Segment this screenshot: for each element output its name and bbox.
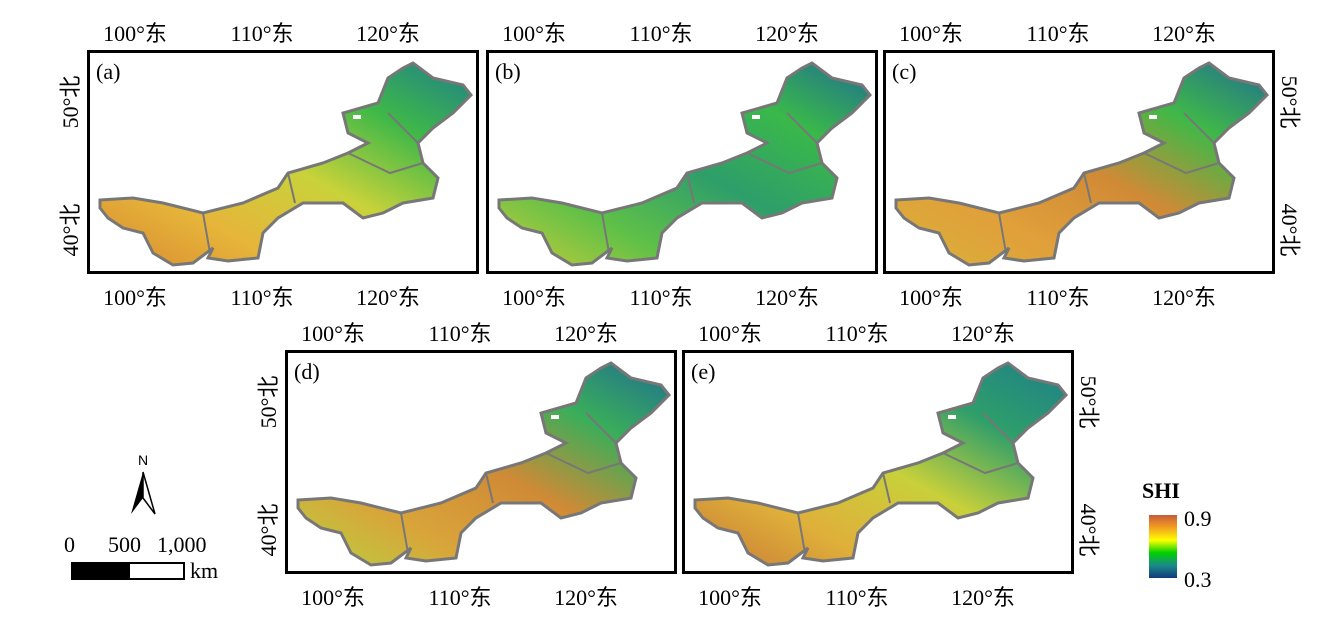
latitude-label: 50°北 <box>1076 375 1101 429</box>
inner-mongolia-region <box>894 61 1270 267</box>
north-arrow-icon <box>131 471 156 515</box>
region-boundary <box>202 212 211 254</box>
scale-bar <box>71 562 185 580</box>
legend-title: SHI <box>1142 478 1180 503</box>
map-panel-c: (c) <box>883 50 1275 274</box>
inner-mongolia-region <box>296 361 672 567</box>
region-boundary <box>545 452 622 475</box>
scale-tick-0: 0 <box>64 532 75 557</box>
longitude-label: 100°东 <box>698 321 762 346</box>
longitude-label: 120°东 <box>755 285 819 310</box>
longitude-label: 120°东 <box>356 285 420 310</box>
region-boundary <box>686 172 695 204</box>
lake-marker <box>353 115 361 119</box>
longitude-label: 110°东 <box>1026 285 1090 310</box>
longitude-label: 120°东 <box>1152 21 1216 46</box>
region-boundary <box>998 212 1007 254</box>
inner-mongolia-region <box>693 361 1069 567</box>
region-boundary <box>746 152 823 175</box>
lake-marker <box>948 415 956 419</box>
latitude-label: 40°北 <box>1277 203 1302 257</box>
region-boundary <box>882 472 891 504</box>
region-boundary <box>982 412 1014 444</box>
longitude-label: 110°东 <box>230 21 294 46</box>
panel-label: (d) <box>294 359 320 384</box>
region-boundary <box>485 472 494 504</box>
region-boundary <box>387 112 419 144</box>
longitude-label: 100°东 <box>502 285 566 310</box>
map-panel-d: (d) <box>285 350 677 574</box>
longitude-label: 120°东 <box>554 585 618 610</box>
longitude-label: 100°东 <box>899 21 963 46</box>
latitude-label: 40°北 <box>1076 503 1101 557</box>
region-boundary <box>601 212 610 254</box>
panel-label: (c) <box>892 59 917 84</box>
map-panel-a: (a) <box>87 50 479 274</box>
longitude-label: 110°东 <box>825 585 889 610</box>
north-arrow: N <box>128 452 158 522</box>
longitude-label: 110°东 <box>428 321 492 346</box>
latitude-label: 50°北 <box>1277 75 1302 129</box>
inner-mongolia-region <box>497 61 873 267</box>
longitude-label: 100°东 <box>502 21 566 46</box>
region-boundary <box>400 512 409 554</box>
region-boundary <box>287 172 296 204</box>
longitude-label: 120°东 <box>951 321 1015 346</box>
longitude-label: 100°东 <box>103 21 167 46</box>
longitude-label: 110°东 <box>629 21 693 46</box>
lake-marker <box>1149 115 1157 119</box>
region-boundary <box>1183 112 1215 144</box>
latitude-label: 40°北 <box>256 503 281 557</box>
north-label: N <box>137 452 149 468</box>
region-boundary <box>786 112 818 144</box>
longitude-label: 120°东 <box>1152 285 1216 310</box>
longitude-label: 100°东 <box>301 585 365 610</box>
lake-marker <box>752 115 760 119</box>
longitude-label: 110°东 <box>428 585 492 610</box>
legend-max: 0.9 <box>1184 506 1212 531</box>
scale-unit: km <box>190 558 219 583</box>
latitude-label: 50°北 <box>256 375 281 429</box>
longitude-label: 120°东 <box>554 321 618 346</box>
panel-label: (e) <box>691 359 716 384</box>
longitude-label: 100°东 <box>301 321 365 346</box>
region-boundary <box>347 152 424 175</box>
region-boundary <box>797 512 806 554</box>
region-boundary <box>942 452 1019 475</box>
region-boundary <box>585 412 617 444</box>
legend-min: 0.3 <box>1184 567 1212 592</box>
latitude-label: 40°北 <box>58 203 83 257</box>
panel-label: (b) <box>495 59 521 84</box>
map-panel-e: (e) <box>682 350 1074 574</box>
inner-mongolia-region <box>98 61 474 267</box>
map-panel-b: (b) <box>486 50 878 274</box>
panel-label: (a) <box>96 59 121 84</box>
longitude-label: 110°东 <box>1026 21 1090 46</box>
longitude-label: 120°东 <box>356 21 420 46</box>
longitude-label: 120°东 <box>755 21 819 46</box>
scale-tick-500: 500 <box>108 532 141 557</box>
legend-colorbar <box>1149 515 1177 578</box>
longitude-label: 120°东 <box>951 585 1015 610</box>
region-boundary <box>1143 152 1220 175</box>
lake-marker <box>551 415 559 419</box>
longitude-label: 110°东 <box>629 285 693 310</box>
longitude-label: 100°东 <box>698 585 762 610</box>
longitude-label: 110°东 <box>230 285 294 310</box>
region-boundary <box>1083 172 1092 204</box>
longitude-label: 100°东 <box>899 285 963 310</box>
scale-tick-1000: 1,000 <box>157 532 207 557</box>
longitude-label: 100°东 <box>103 285 167 310</box>
latitude-label: 50°北 <box>58 75 83 129</box>
longitude-label: 110°东 <box>825 321 889 346</box>
